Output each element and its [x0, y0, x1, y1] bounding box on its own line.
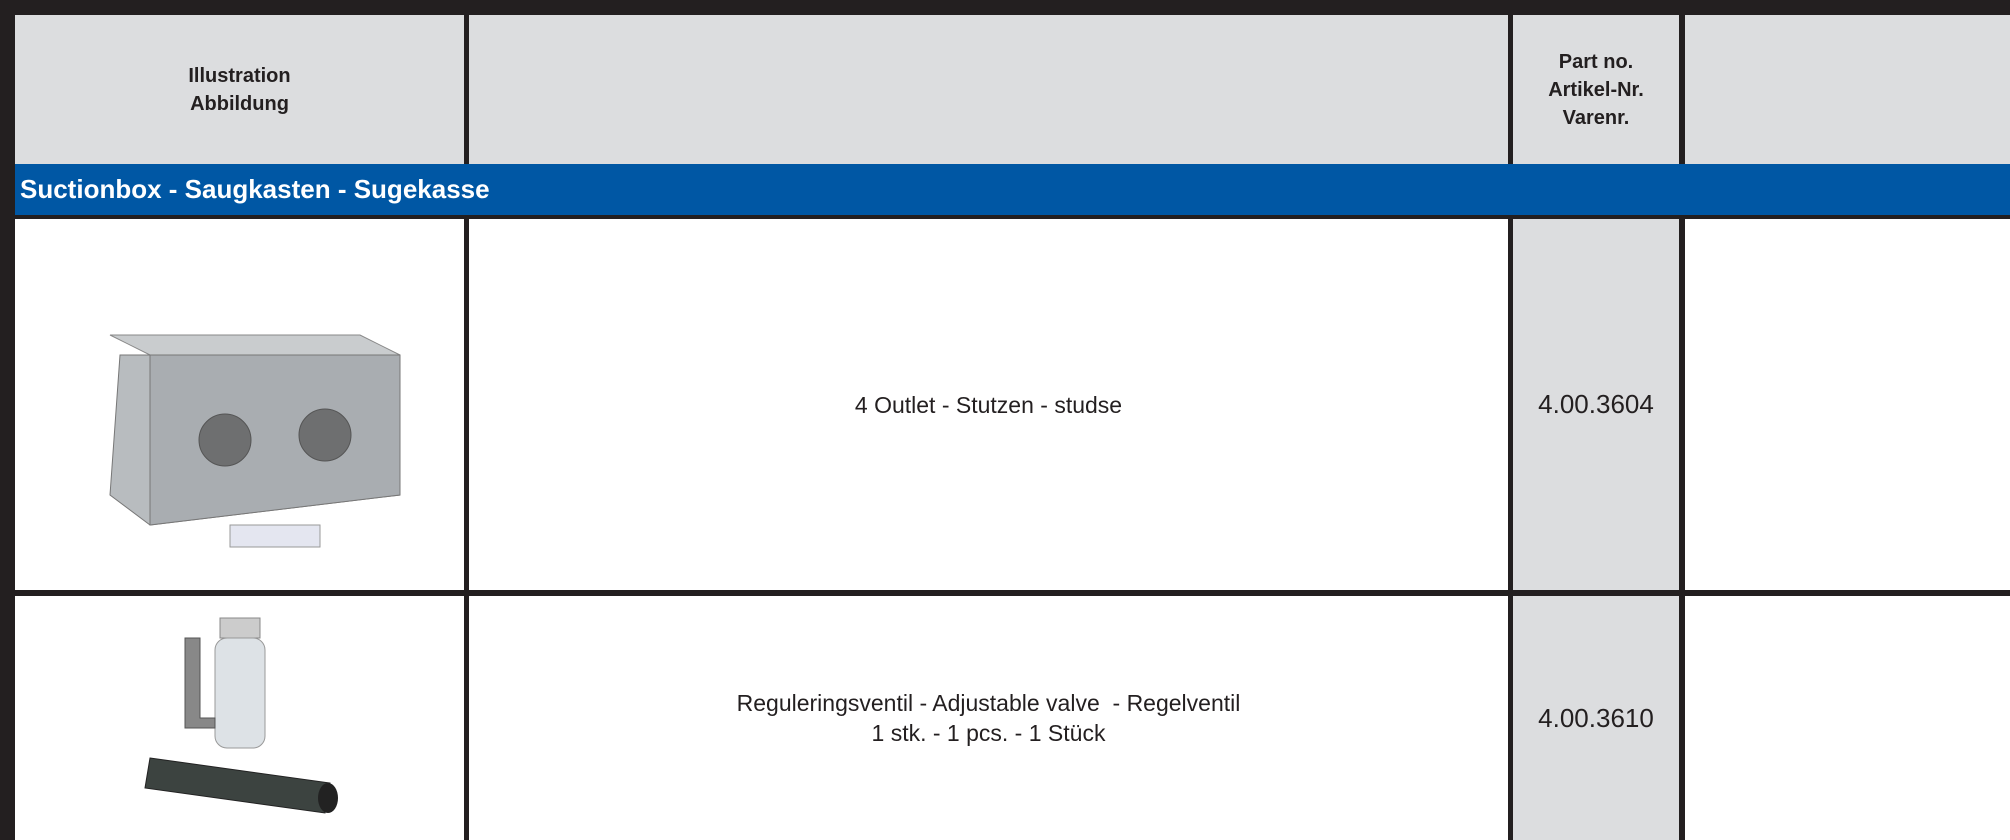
description-cell: Reguleringsventil - Adjustable valve - R…: [469, 596, 1508, 840]
suction-box-image: [108, 334, 400, 547]
header-cell: [1685, 15, 2010, 164]
image-cell: [15, 596, 464, 840]
part-no: 4.00.3604: [1538, 389, 1654, 419]
header-part-no: Part no. Artikel-Nr. Varenr.: [1513, 15, 1679, 164]
header-cell: [469, 15, 1508, 164]
header-text: Illustration: [188, 64, 291, 87]
image-cell: [15, 219, 464, 590]
description-cell: 4 Outlet - Stutzen - studse: [469, 219, 1508, 590]
empty-cell: [1685, 219, 2010, 590]
header-text: Abbildung: [190, 92, 289, 115]
part-no-cell: 4.00.3604: [1513, 219, 1679, 590]
header-illustration: Illustration Abbildung: [15, 15, 464, 164]
part-no: 4.00.3610: [1538, 702, 1654, 733]
header-text: Part no.: [1558, 50, 1634, 73]
empty-cell: [1685, 596, 2010, 840]
section-title: Suctionbox - Saugkasten - Sugekasse: [15, 164, 2010, 215]
description-text: Reguleringsventil - Adjustable valve - R…: [736, 690, 1241, 716]
description-text: 1 stk. - 1 pcs. - 1 Stück: [871, 720, 1106, 746]
header-text: Artikel-Nr.: [1548, 78, 1644, 101]
description-text: 4 Outlet - Stutzen - studse: [854, 391, 1123, 418]
header-text: Varenr.: [1562, 106, 1630, 129]
part-no-cell: 4.00.3610: [1513, 596, 1679, 840]
valve-image: [143, 617, 338, 814]
